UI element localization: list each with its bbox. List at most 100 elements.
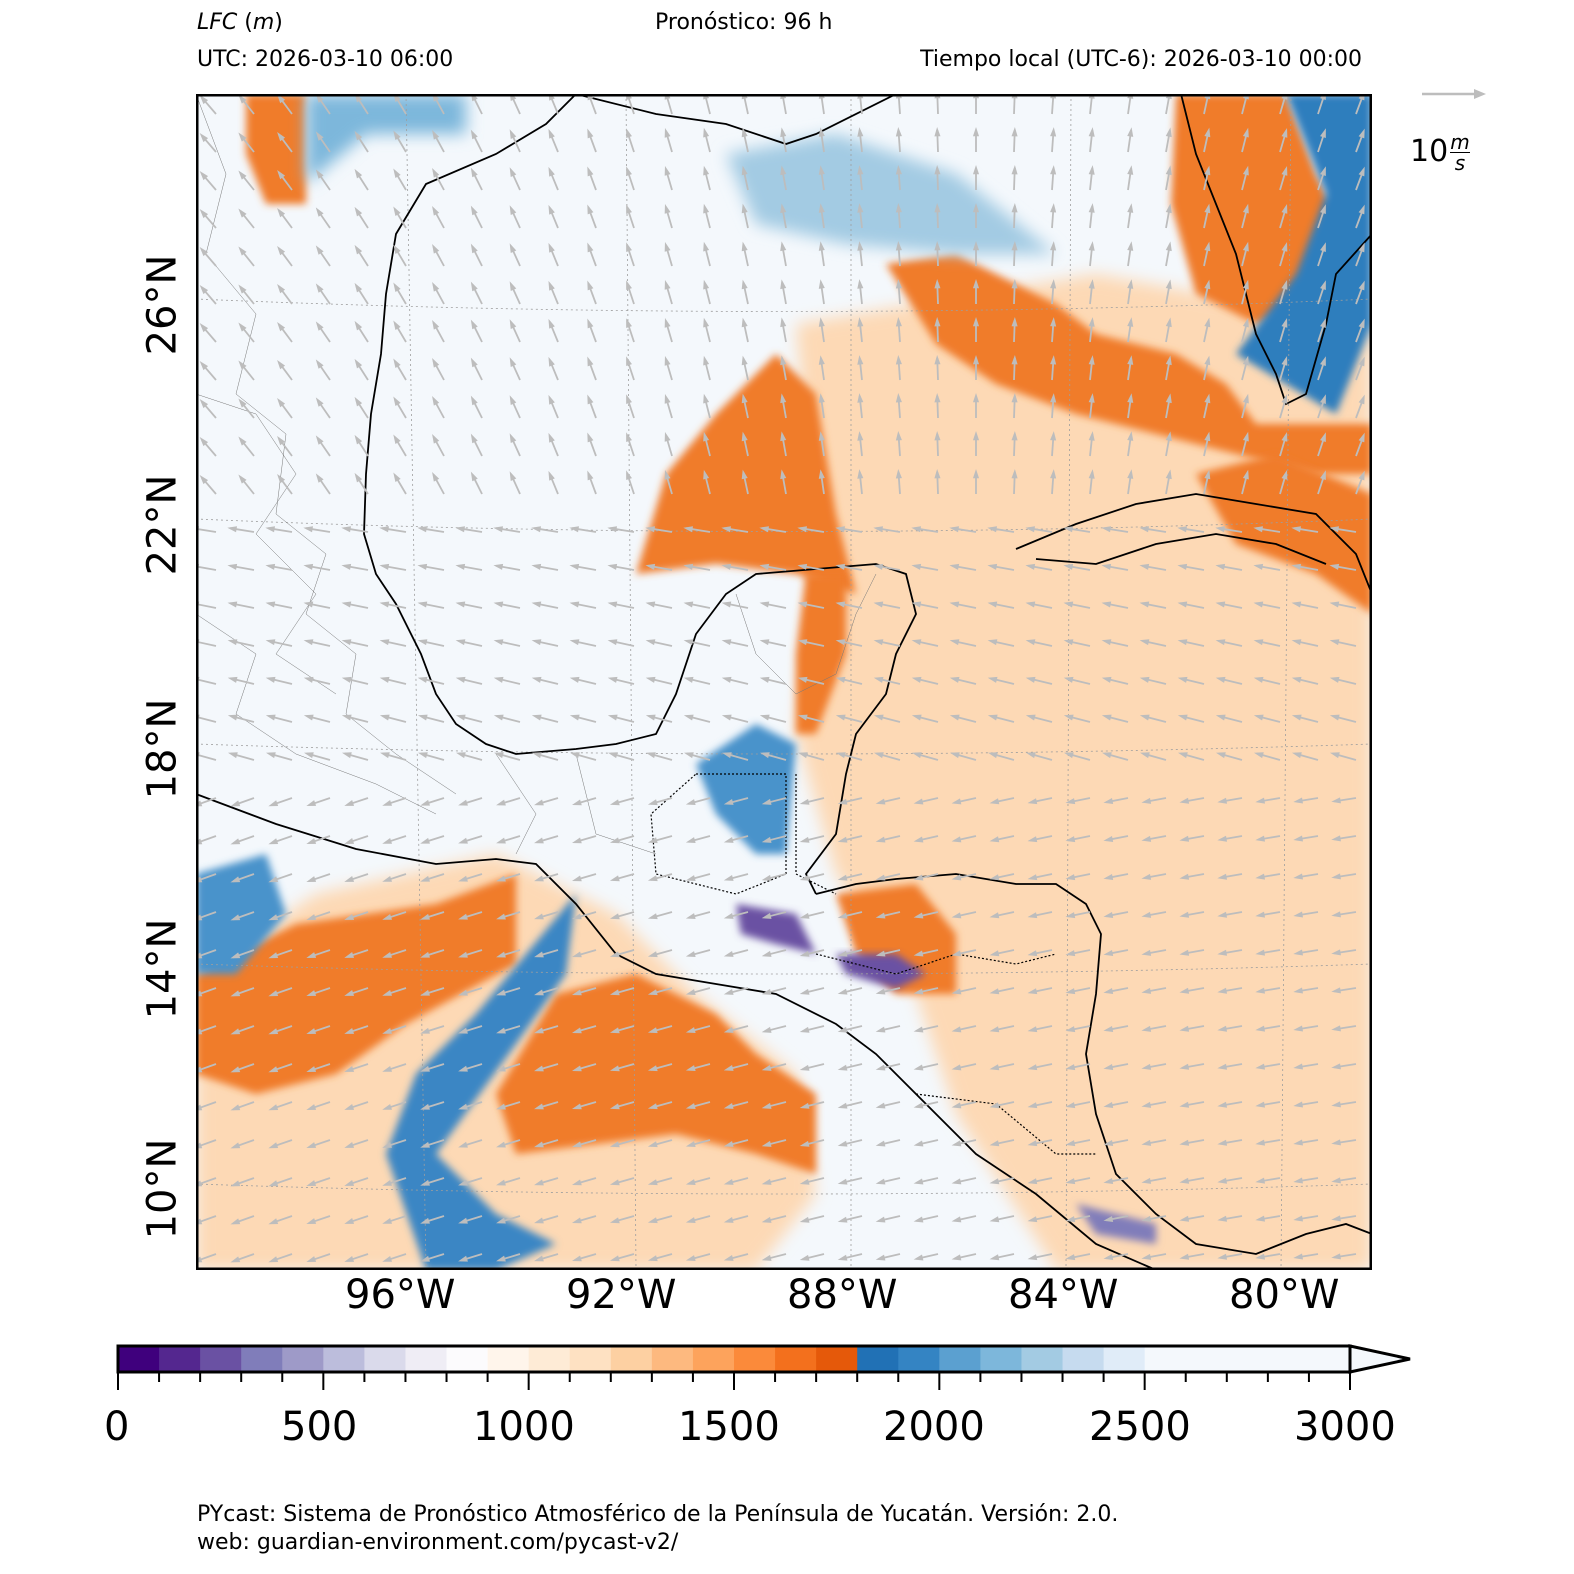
wind-arrow-head [315, 435, 324, 445]
wind-arrow-head [1065, 1140, 1076, 1147]
wind-arrow-head [230, 800, 241, 807]
wind-arrow-head [315, 169, 324, 179]
wind-arrow-head [875, 1064, 886, 1071]
wind-arrow-head [1025, 752, 1036, 759]
wind-arrow-head [837, 1026, 848, 1033]
lat-label-10n: 10°N [139, 1138, 186, 1240]
wind-arrow-head [1063, 563, 1074, 570]
wind-arrow-head [571, 837, 582, 844]
wind-arrow-head [721, 639, 732, 646]
wind-arrow-head [531, 752, 542, 759]
wind-arrow-head [534, 989, 544, 996]
wind-arrow-head [780, 317, 787, 328]
wind-arrow-head [417, 526, 428, 533]
wind-arrow-head [1358, 280, 1365, 291]
wind-arrow-head [685, 1255, 696, 1262]
wind-arrow-head [1103, 797, 1114, 804]
wind-arrow-head [780, 127, 787, 138]
wind-key-unit-den: s [1454, 151, 1466, 175]
wind-arrow-head [277, 131, 286, 142]
wind-arrow-head [835, 639, 846, 646]
wind-arrow-head [837, 1254, 848, 1261]
wind-arrow-head [1088, 165, 1095, 175]
wind-arrow-head [685, 1179, 696, 1186]
lfc-field [196, 94, 1372, 1270]
wind-arrow-head [354, 130, 363, 141]
wind-arrow-head [534, 913, 544, 920]
wind-arrow-head [306, 876, 317, 883]
wind-arrow-head [230, 1256, 241, 1263]
wind-arrow-head [761, 1254, 772, 1261]
wind-arrow-head [1050, 469, 1057, 479]
wind-arrow-head [1320, 432, 1326, 443]
wind-arrow-head [951, 1178, 962, 1185]
colorbar-bin [487, 1346, 530, 1372]
wind-arrow-head [911, 563, 922, 570]
wind-arrow-head [951, 1216, 962, 1223]
wind-arrow-head [1101, 563, 1112, 570]
wind-arrow-head [382, 1141, 393, 1148]
wind-arrow-head [723, 1179, 734, 1185]
wind-arrow-head [268, 1028, 279, 1035]
wind-arrow-head [417, 563, 428, 570]
coastlines [196, 94, 1372, 1270]
wind-arrow-head [837, 1102, 848, 1109]
wind-arrow-head [1293, 949, 1303, 956]
wind-key-unit-num: m [1450, 130, 1470, 154]
wind-arrow-head [837, 1216, 848, 1223]
wind-arrow-head [1165, 317, 1172, 328]
wind-arrow-head [306, 1104, 317, 1111]
wind-arrow-head [951, 950, 962, 957]
colorbar-bin [446, 1346, 489, 1372]
wind-arrow-head [382, 875, 393, 882]
wind-arrow-head [741, 279, 748, 290]
wind-arrow-head [199, 171, 209, 181]
wind-arrow-head [1204, 355, 1211, 366]
wind-arrow-head [799, 836, 810, 843]
wind-arrow-head [721, 601, 732, 608]
wind-arrow-head [818, 469, 825, 479]
wind-arrow-head [664, 128, 671, 138]
wind-arrow-head [238, 246, 247, 256]
wind-arrow-head [432, 206, 440, 216]
wind-arrow-head [1025, 714, 1036, 721]
wind-arrow-head [587, 166, 594, 177]
wind-arrow-head [972, 393, 980, 403]
wind-arrow-head [626, 128, 632, 139]
field-orange-yucatan [796, 574, 846, 734]
colorbar-bin [569, 1346, 612, 1372]
wind-arrow-head [341, 601, 352, 608]
wind-arrow-head [1217, 1063, 1228, 1070]
wind-arrow-head [626, 356, 632, 367]
wind-arrow-head [949, 714, 960, 721]
wind-arrow-head [951, 1254, 962, 1261]
wind-arrow-head [609, 989, 620, 996]
lon-label-96w: 96°W [345, 1272, 456, 1318]
wind-arrow-head [1179, 1025, 1190, 1032]
wind-arrow-head [873, 601, 884, 608]
wind-arrow-head [1358, 166, 1365, 177]
wind-arrow-head [315, 131, 324, 141]
wind-arrow-head [987, 526, 998, 533]
wind-arrow-head [741, 203, 748, 214]
wind-arrow-head [1088, 431, 1095, 441]
wind-arrow-head [645, 714, 656, 721]
wind-arrow-head [548, 356, 555, 367]
wind-arrow-head [354, 282, 363, 293]
wind-arrow-head [895, 165, 902, 175]
wind-arrow-head [1293, 987, 1303, 994]
wind-arrow-head [685, 1141, 696, 1148]
wind-arrow-head [835, 563, 846, 570]
wind-arrow-head [1320, 356, 1326, 367]
colorbar-bin [898, 1346, 940, 1372]
wind-arrow-head [458, 1255, 468, 1262]
wind-arrow-head [393, 130, 401, 141]
wind-arrow-head [354, 320, 363, 331]
wind-arrow-head [306, 1028, 317, 1035]
wind-arrow-head [1179, 1215, 1190, 1222]
wind-arrow-head [1358, 432, 1365, 443]
wind-arrow-head [857, 165, 864, 175]
wind-arrow-head [780, 469, 787, 480]
wind-arrow-head [797, 676, 808, 683]
wind-arrow-head [227, 563, 238, 570]
